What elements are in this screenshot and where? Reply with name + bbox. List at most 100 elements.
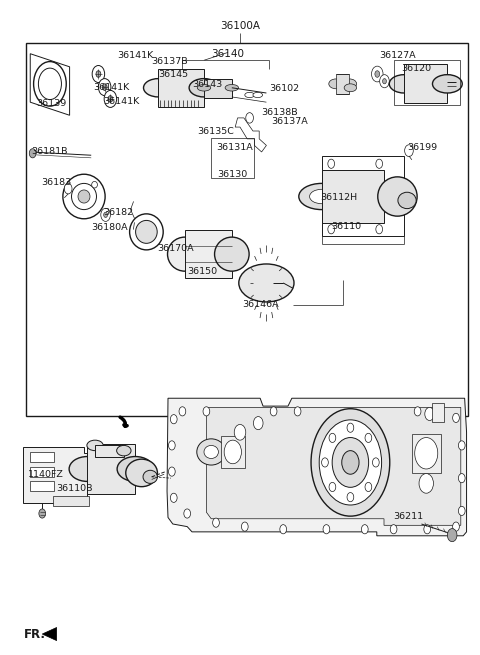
Circle shape: [294, 407, 301, 416]
Ellipse shape: [432, 75, 462, 93]
Text: 36112H: 36112H: [321, 193, 358, 202]
Bar: [53, 496, 89, 506]
Ellipse shape: [144, 79, 173, 97]
Circle shape: [415, 438, 438, 469]
Ellipse shape: [342, 79, 357, 89]
Ellipse shape: [87, 440, 103, 451]
Text: 36143: 36143: [192, 80, 222, 89]
Ellipse shape: [398, 193, 416, 208]
Circle shape: [213, 518, 219, 527]
Circle shape: [96, 71, 101, 77]
Text: 36141K: 36141K: [103, 97, 140, 106]
Circle shape: [168, 441, 175, 450]
Bar: [30, 452, 54, 462]
Text: FR.: FR.: [24, 627, 46, 641]
Ellipse shape: [117, 445, 131, 456]
Ellipse shape: [329, 79, 343, 89]
Circle shape: [332, 438, 369, 487]
Ellipse shape: [239, 264, 294, 302]
Circle shape: [458, 441, 465, 450]
Circle shape: [104, 90, 117, 107]
Circle shape: [328, 159, 335, 168]
Text: 36137A: 36137A: [271, 117, 308, 126]
Text: 36102: 36102: [269, 84, 299, 93]
Circle shape: [383, 79, 386, 84]
Circle shape: [372, 66, 383, 82]
Text: 36120: 36120: [401, 64, 431, 73]
Text: 36146A: 36146A: [242, 300, 279, 309]
Bar: [322, 170, 384, 223]
Ellipse shape: [344, 84, 357, 92]
Text: 1140FZ: 1140FZ: [28, 470, 64, 479]
Circle shape: [253, 417, 263, 430]
Circle shape: [38, 68, 61, 100]
Circle shape: [184, 509, 191, 518]
Ellipse shape: [72, 183, 96, 210]
Circle shape: [322, 458, 328, 467]
Circle shape: [102, 84, 107, 90]
Ellipse shape: [215, 237, 249, 271]
Text: 36127A: 36127A: [379, 51, 416, 60]
Circle shape: [425, 407, 434, 421]
Bar: [322, 156, 404, 236]
Circle shape: [365, 434, 372, 443]
Circle shape: [453, 522, 459, 531]
Bar: [30, 481, 54, 491]
Text: 36183: 36183: [41, 178, 71, 187]
Ellipse shape: [204, 445, 218, 458]
Circle shape: [347, 423, 354, 432]
Circle shape: [328, 225, 335, 234]
Bar: [211, 138, 254, 178]
Bar: [412, 434, 441, 473]
Bar: [221, 436, 245, 468]
Circle shape: [234, 424, 246, 440]
Ellipse shape: [389, 75, 419, 93]
Circle shape: [108, 96, 113, 102]
Circle shape: [342, 451, 359, 474]
Text: 36100A: 36100A: [220, 22, 260, 31]
Ellipse shape: [63, 174, 105, 219]
Bar: [185, 230, 232, 278]
Bar: [158, 69, 204, 107]
Circle shape: [39, 509, 46, 518]
Ellipse shape: [130, 214, 163, 250]
Circle shape: [323, 525, 330, 534]
Circle shape: [365, 482, 372, 491]
Circle shape: [329, 434, 336, 443]
Ellipse shape: [126, 459, 157, 487]
Circle shape: [376, 225, 383, 234]
Bar: [87, 444, 135, 494]
Text: 36140: 36140: [212, 49, 244, 59]
Text: 36170A: 36170A: [157, 244, 194, 253]
Circle shape: [361, 525, 368, 534]
Text: 36110B: 36110B: [57, 483, 93, 493]
Polygon shape: [23, 447, 87, 503]
Circle shape: [101, 208, 110, 221]
Circle shape: [280, 525, 287, 534]
Circle shape: [319, 420, 382, 505]
Circle shape: [458, 474, 465, 483]
Bar: [26, 43, 468, 416]
Ellipse shape: [378, 177, 417, 216]
Circle shape: [270, 407, 277, 416]
Text: 36137B: 36137B: [151, 56, 188, 66]
Circle shape: [179, 407, 186, 416]
Ellipse shape: [197, 439, 226, 465]
Circle shape: [246, 113, 253, 123]
Text: 36180A: 36180A: [91, 223, 128, 232]
Circle shape: [405, 145, 413, 157]
Circle shape: [29, 149, 36, 158]
Text: 36141K: 36141K: [94, 83, 130, 92]
Circle shape: [98, 79, 111, 96]
Ellipse shape: [225, 84, 239, 91]
Circle shape: [64, 183, 72, 194]
Circle shape: [329, 482, 336, 491]
Polygon shape: [206, 407, 461, 525]
Circle shape: [347, 493, 354, 502]
Circle shape: [34, 62, 66, 106]
Circle shape: [241, 522, 248, 531]
Ellipse shape: [117, 457, 154, 481]
Circle shape: [424, 525, 431, 534]
Polygon shape: [235, 118, 266, 152]
Circle shape: [414, 407, 421, 416]
